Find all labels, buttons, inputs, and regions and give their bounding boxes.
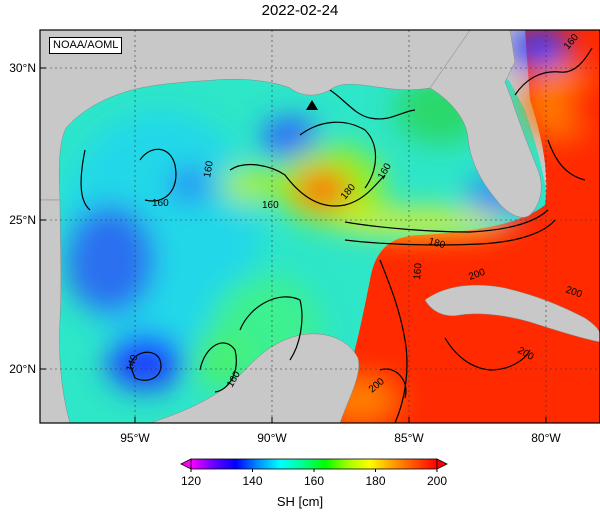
- colorbar-gradient: [190, 458, 438, 470]
- colorbar: 120 140 160 180 200: [180, 458, 448, 488]
- colorbar-tick-label: 140: [242, 474, 262, 488]
- colorbar-tick-label: 160: [304, 474, 324, 488]
- lon-tick-label: 85°W: [394, 431, 424, 445]
- marker-triangle-icon: [306, 100, 318, 110]
- colorbar-tick-label: 180: [365, 474, 385, 488]
- lon-tick-label: 95°W: [120, 431, 150, 445]
- colorbar-tick-label: 120: [181, 474, 201, 488]
- contour-label: 160: [202, 160, 216, 179]
- map-title: 2022-02-24: [261, 2, 339, 19]
- ocean-east: [330, 30, 600, 423]
- colorbar-title: SH [cm]: [276, 494, 324, 509]
- us-coast-land: [40, 30, 471, 201]
- lon-tick-label: 90°W: [257, 431, 287, 445]
- lat-tick-label: 30°N: [9, 61, 36, 75]
- lat-tick-label: 25°N: [9, 213, 36, 227]
- mexico-land: [40, 199, 71, 423]
- graticule: [40, 30, 600, 423]
- lat-tick-label: 20°N: [9, 362, 36, 376]
- colorbar-min-arrow: [180, 458, 192, 470]
- colorbar-tick-label: 200: [427, 474, 447, 488]
- contour-label: 160: [412, 262, 424, 280]
- colorbar-max-arrow: [436, 458, 448, 470]
- credit-label: NOAA/AOML: [49, 37, 123, 54]
- map-frame: [39, 29, 600, 424]
- map-plot-area: 160 160 160 140 160 180 160 180 160 200 …: [40, 30, 600, 423]
- contour-label: 160: [262, 200, 279, 211]
- contour-label: 160: [152, 198, 169, 209]
- contour-label: 180: [427, 236, 446, 251]
- tick-marks: [40, 67, 547, 423]
- florida-land: [429, 30, 542, 218]
- lon-tick-label: 80°W: [531, 431, 561, 445]
- contour-lines: [80, 47, 593, 423]
